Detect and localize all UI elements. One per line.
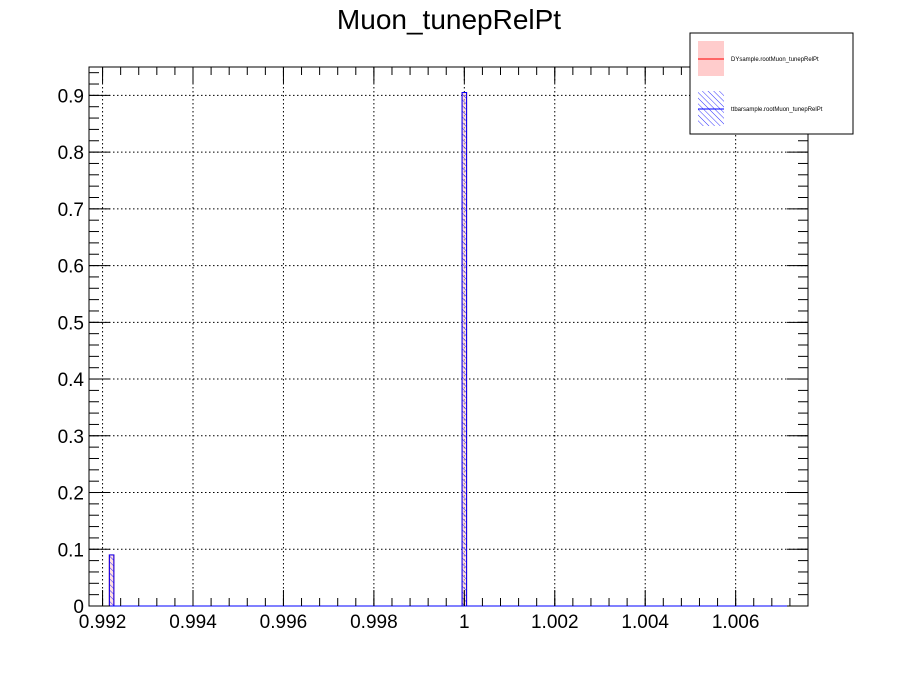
grid-lines bbox=[89, 67, 808, 606]
y-tick-label: 0.7 bbox=[58, 200, 84, 221]
ttbar-bin-bar bbox=[108, 554, 115, 607]
x-tick-label: 1 bbox=[459, 612, 470, 633]
plot-frame bbox=[88, 66, 809, 607]
y-tick-label: 0.6 bbox=[58, 257, 84, 278]
x-tick-label: 1.002 bbox=[531, 612, 579, 633]
legend-label-dy: DYsample.rootMuon_tunepRelPt bbox=[731, 57, 819, 63]
y-tick-label: 0.5 bbox=[58, 313, 84, 334]
legend: DYsample.rootMuon_tunepRelPt ttbarsample… bbox=[689, 32, 854, 135]
x-tick-labels: 0.992 0.994 0.996 0.998 1 1.002 1.004 1.006 bbox=[79, 612, 760, 633]
x-tick-label: 0.998 bbox=[350, 612, 398, 633]
chart-title: Muon_tunepRelPt bbox=[337, 4, 561, 35]
x-tick-label: 1.004 bbox=[621, 612, 669, 633]
y-tick-label: 0 bbox=[73, 597, 84, 618]
y-tick-label: 0.4 bbox=[58, 370, 85, 391]
axis-ticks bbox=[89, 67, 809, 607]
y-tick-label: 0.9 bbox=[58, 86, 84, 107]
legend-label-ttbar: ttbarsample.rootMuon_tunepRelPt bbox=[731, 107, 823, 113]
histogram-bars bbox=[108, 92, 468, 607]
y-tick-label: 0.8 bbox=[58, 143, 84, 164]
x-tick-label: 0.994 bbox=[169, 612, 217, 633]
y-tick-label: 0.3 bbox=[58, 427, 84, 448]
x-tick-label: 0.996 bbox=[260, 612, 308, 633]
ttbar-bin-bar bbox=[461, 92, 468, 607]
y-tick-label: 0.2 bbox=[58, 484, 84, 505]
x-tick-label: 1.006 bbox=[712, 612, 760, 633]
y-tick-label: 0.1 bbox=[58, 540, 84, 561]
x-tick-label: 0.992 bbox=[79, 612, 127, 633]
y-tick-labels: 0 0.1 0.2 0.3 0.4 0.5 0.6 0.7 0.8 0.9 bbox=[58, 86, 85, 618]
